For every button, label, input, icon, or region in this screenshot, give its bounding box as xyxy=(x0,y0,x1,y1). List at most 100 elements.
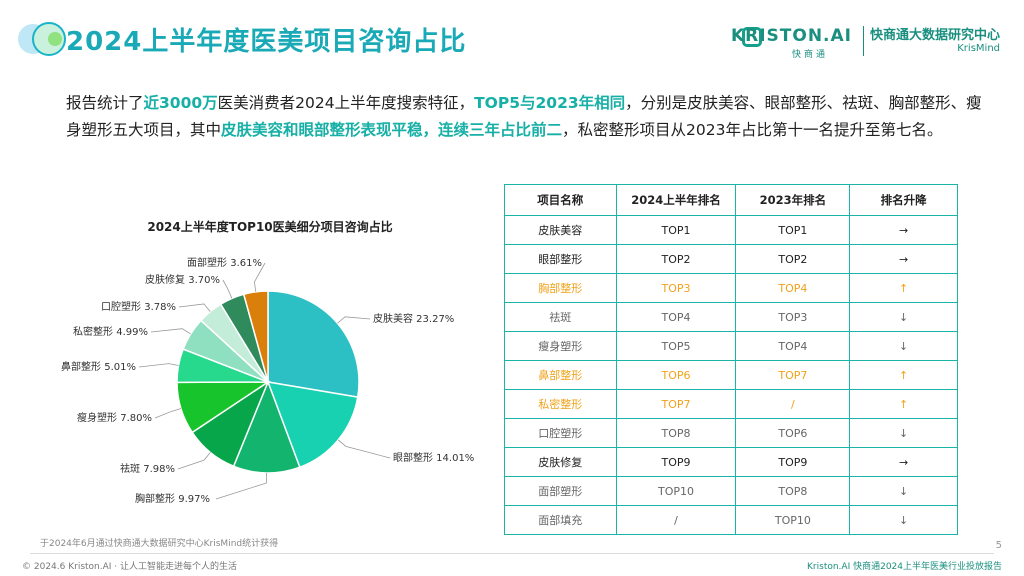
pie-leader-line xyxy=(215,472,268,500)
pie-leader-line xyxy=(150,328,191,335)
table-cell: 眼部整形 xyxy=(504,244,617,274)
table-cell: TOP9 xyxy=(735,447,851,477)
table-cell: TOP8 xyxy=(615,418,737,448)
table-header-cell: 2023年排名 xyxy=(735,184,851,216)
rank-change-cell: ↓ xyxy=(849,302,958,332)
rank-change-cell: ↓ xyxy=(849,331,958,361)
table-cell: TOP4 xyxy=(735,273,851,303)
header: 2024上半年度医美项目咨询占比 KRISTON.AI 快商通 快商通大数据研究… xyxy=(0,0,1024,80)
brand-name: KRISTON.AI xyxy=(730,26,852,46)
table-cell: TOP4 xyxy=(735,331,851,361)
rank-change-cell: → xyxy=(849,215,958,245)
intro-text: ，分别是皮肤美容、眼部整形、祛斑、胸部整形、瘦身塑形五大项目，其中 xyxy=(66,94,982,139)
table-row: 口腔塑形 TOP8 TOP6 ↓ xyxy=(504,418,958,448)
pie-leader-line xyxy=(138,363,179,368)
pie-leader-line xyxy=(337,439,391,459)
pie-slice-label: 私密整形 4.99% xyxy=(73,325,148,338)
table-cell: TOP2 xyxy=(615,244,737,274)
table-cell: TOP3 xyxy=(615,273,737,303)
table-row: 胸部整形 TOP3 TOP4 ↑ xyxy=(504,273,958,303)
brand-logo: KRISTON.AI 快商通 快商通大数据研究中心 KrisMind xyxy=(700,20,1000,60)
table-cell: TOP5 xyxy=(615,331,737,361)
rank-change-cell: ↑ xyxy=(849,273,958,303)
intro-highlight: TOP5与2023年相同 xyxy=(474,94,626,112)
table-cell: TOP1 xyxy=(615,215,737,245)
brand-cn: 快商通 xyxy=(791,50,828,60)
pie-slice-label: 面部塑形 3.61% xyxy=(187,256,262,269)
rank-change-cell: ↑ xyxy=(849,389,958,419)
brand-center: 快商通大数据研究中心 xyxy=(869,28,1000,43)
pie-slice-label: 口腔塑形 3.78% xyxy=(101,300,176,313)
table-cell: 私密整形 xyxy=(504,389,617,419)
footer-report-name: Kriston.AI 快商通2024上半年医美行业投放报告 xyxy=(807,562,1002,572)
table-row: 私密整形 TOP7/↑ xyxy=(504,389,958,419)
table-cell: 祛斑 xyxy=(504,302,617,332)
table-cell: 皮肤美容 xyxy=(504,215,617,245)
table-cell: TOP4 xyxy=(615,302,737,332)
table-cell: TOP7 xyxy=(735,360,851,390)
intro-highlight: 皮肤美容和眼部整形表现平稳，连续三年占比前二 xyxy=(221,121,563,139)
table-cell: TOP3 xyxy=(735,302,851,332)
pie-slice-label: 瘦身塑形 7.80% xyxy=(77,411,152,424)
pie-leader-line xyxy=(154,408,182,419)
pie-slice-label: 胸部整形 9.97% xyxy=(135,492,210,505)
table-cell: TOP6 xyxy=(735,418,851,448)
table-row: 面部塑形 TOP10 TOP8 ↓ xyxy=(504,476,958,506)
pie-slice xyxy=(232,379,301,474)
source-note: 于2024年6月通过快商通大数据研究中心KrisMind统计获得 xyxy=(40,539,279,549)
table-cell: / xyxy=(615,505,737,535)
pie-leader-line xyxy=(222,279,233,299)
table-cell: TOP9 xyxy=(615,447,737,477)
table-header-cell: 项目名称 xyxy=(504,184,617,216)
table-row: 皮肤修复 TOP9 TOP9 → xyxy=(504,447,958,477)
pie-chart: 皮肤美容 23.27% 眼部整形 14.01% 胸部整形 9.97% 祛斑 7.98%… xyxy=(61,256,474,505)
rank-change-cell: ↓ xyxy=(849,476,958,506)
table-cell: TOP10 xyxy=(735,505,851,535)
ranking-table: 项目名称 2024上半年排名 2023年排名 排名升降 皮肤美容 TOP1 TOP1 → 眼部… xyxy=(504,184,958,535)
chart-title: 2024上半年度TOP10医美细分项目咨询占比 xyxy=(147,220,393,234)
pie-slice xyxy=(242,290,269,383)
table-cell: / xyxy=(735,389,851,419)
page-title: 2024上半年度医美项目咨询占比 xyxy=(66,27,467,57)
pie-slice-label: 皮肤美容 23.27% xyxy=(373,312,454,325)
table-header-cell: 排名升降 xyxy=(849,184,958,216)
table-row: 眼部整形 TOP2 TOP2 → xyxy=(504,244,958,274)
table-cell: 口腔塑形 xyxy=(504,418,617,448)
pie-leader-line xyxy=(178,303,211,312)
table-cell: 瘦身塑形 xyxy=(504,331,617,361)
pie-leader-line xyxy=(254,262,266,292)
table-cell: TOP7 xyxy=(615,389,737,419)
intro-highlight: 近3000万 xyxy=(143,94,218,112)
table-cell: TOP10 xyxy=(615,476,737,506)
footer-copyright: © 2024.6 Kriston.AI · 让人工智能走进每个人的生活 xyxy=(22,562,237,572)
pie-slice xyxy=(266,381,359,469)
table-cell: TOP6 xyxy=(615,360,737,390)
table-row: 面部填充 / TOP10 ↓ xyxy=(504,505,958,535)
table-cell: 皮肤修复 xyxy=(504,447,617,477)
brand-divider xyxy=(863,26,864,56)
intro-paragraph: 报告统计了近3000万医美消费者2024上半年度搜索特征，TOP5与2023年相… xyxy=(66,90,986,144)
rank-change-cell: ↓ xyxy=(849,505,958,535)
rank-change-cell: ↑ xyxy=(849,360,958,390)
pie-slice-label: 眼部整形 14.01% xyxy=(393,451,474,464)
table-cell: TOP8 xyxy=(735,476,851,506)
table-cell: 胸部整形 xyxy=(504,273,617,303)
rank-change-cell: → xyxy=(849,447,958,477)
intro-text: ，私密整形项目从2023年占比第十一名提升至第七名。 xyxy=(562,121,943,139)
rank-change-cell: ↓ xyxy=(849,418,958,448)
table-header-row: 项目名称 2024上半年排名 2023年排名 排名升降 xyxy=(504,184,958,216)
brand-center-en: KrisMind xyxy=(957,43,1000,54)
rank-change-cell: → xyxy=(849,244,958,274)
table-cell: 鼻部整形 xyxy=(504,360,617,390)
table-cell: TOP2 xyxy=(735,244,851,274)
table-header-cell: 2024上半年排名 xyxy=(615,184,737,216)
pie-slice-label: 鼻部整形 5.01% xyxy=(61,360,136,373)
intro-text: 医美消费者2024上半年度搜索特征， xyxy=(217,94,475,112)
table-cell: TOP1 xyxy=(735,215,851,245)
pie-slice-label: 祛斑 7.98% xyxy=(120,462,175,475)
pie-slice xyxy=(267,290,360,399)
table-row: 鼻部整形 TOP6 TOP7 ↑ xyxy=(504,360,958,390)
pie-leader-line xyxy=(337,316,371,324)
kriston-logo-icon xyxy=(742,27,762,47)
pie-leader-line xyxy=(177,452,211,470)
